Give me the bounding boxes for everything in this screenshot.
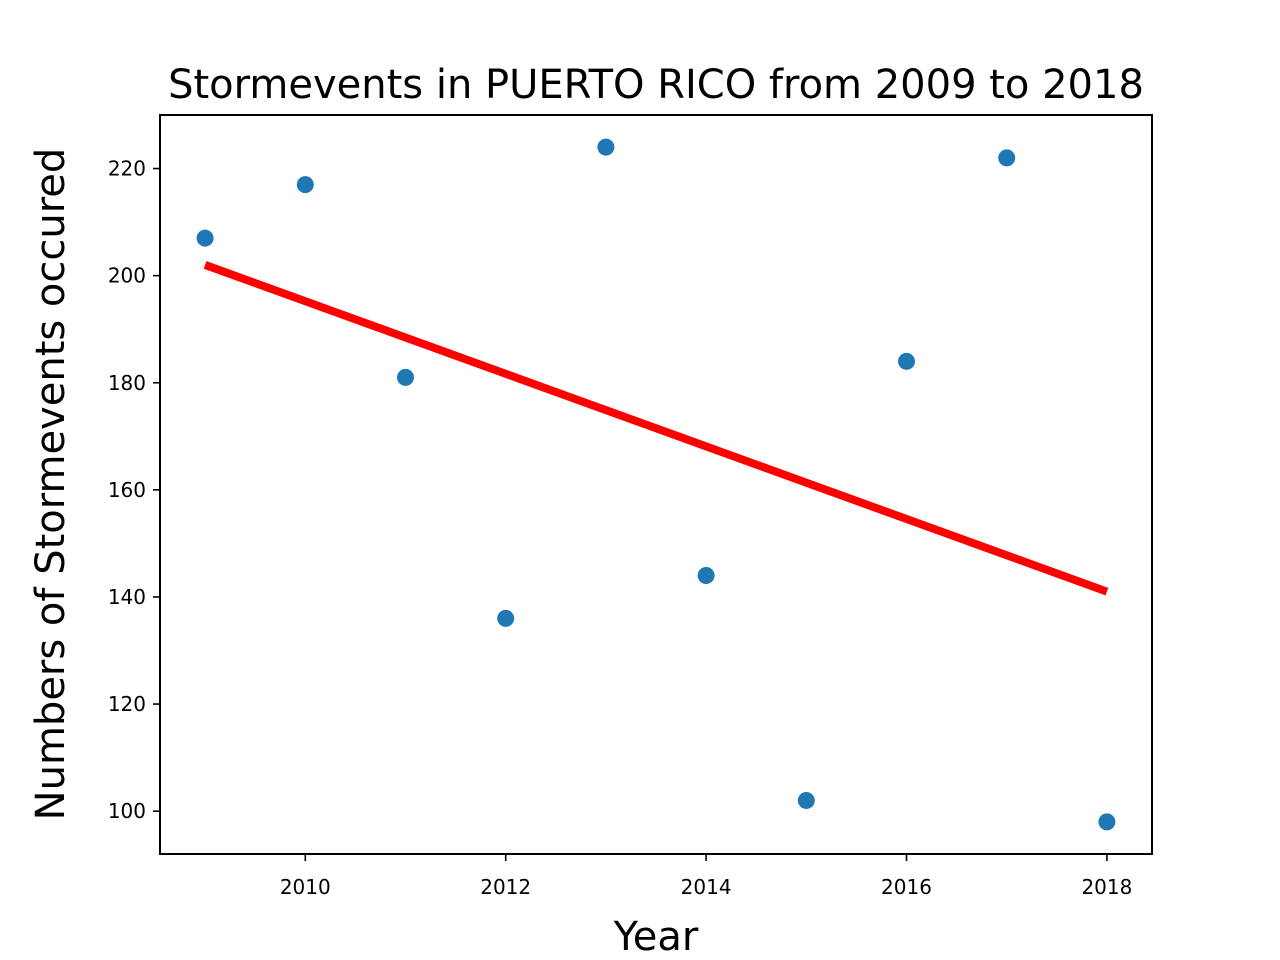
- y-tick-label: 140: [108, 585, 146, 609]
- y-tick-label: 100: [108, 799, 146, 823]
- axes-frame: [159, 114, 1153, 855]
- chart-title: Stormevents in PUERTO RICO from 2009 to …: [168, 62, 1144, 108]
- x-axis-title: Year: [613, 914, 699, 960]
- data-point: [497, 609, 515, 627]
- y-tick-label: 120: [108, 692, 146, 716]
- data-point: [898, 352, 916, 370]
- y-tick-label: 180: [108, 371, 146, 395]
- data-point: [697, 567, 715, 585]
- x-tick-label: 2010: [280, 875, 331, 899]
- x-tick-label: 2014: [681, 875, 732, 899]
- data-point: [196, 229, 214, 247]
- data-point: [1098, 813, 1116, 831]
- y-tick-label: 160: [108, 478, 146, 502]
- trend-line: [203, 261, 1109, 596]
- y-axis-ticks: 100 120 140 160 180 200 220: [108, 157, 160, 823]
- data-point: [597, 138, 615, 156]
- data-point: [396, 368, 414, 386]
- plot-area: [196, 138, 1116, 831]
- y-tick-label: 220: [108, 157, 146, 181]
- x-tick-label: 2018: [1081, 875, 1132, 899]
- x-tick-label: 2016: [881, 875, 932, 899]
- data-point: [797, 791, 815, 809]
- y-tick-label: 200: [108, 264, 146, 288]
- x-tick-label: 2012: [480, 875, 531, 899]
- data-point: [296, 176, 314, 194]
- data-point: [998, 149, 1016, 167]
- x-axis-ticks: 2010 2012 2014 2016 2018: [280, 854, 1132, 899]
- y-axis-title: Numbers of Stormevents occured: [28, 148, 74, 821]
